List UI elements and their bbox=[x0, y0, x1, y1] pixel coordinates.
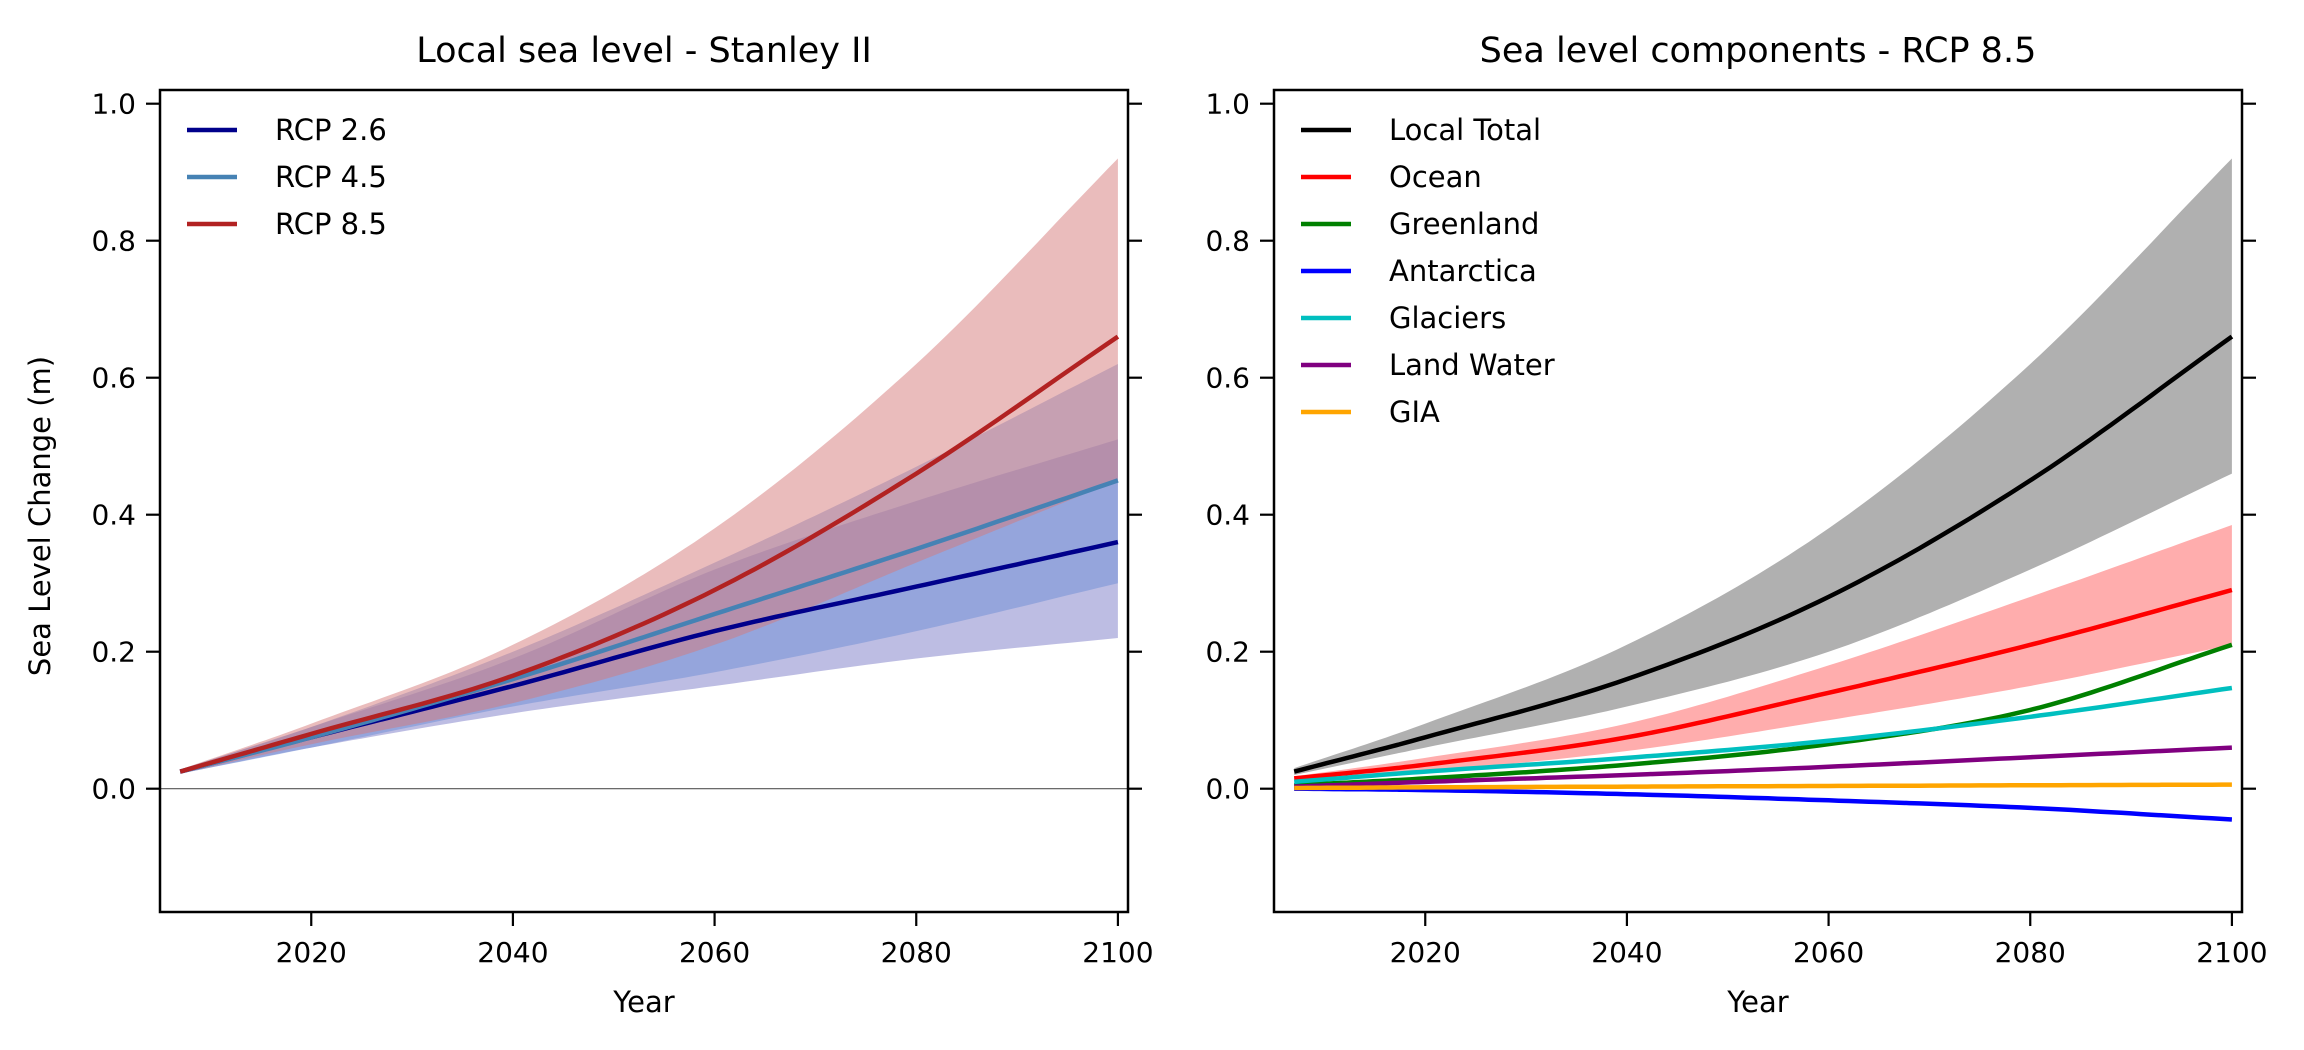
chart-title: Local sea level - Stanley II bbox=[416, 31, 872, 71]
series-line-3 bbox=[1294, 642, 2233, 788]
legend-label: Greenland bbox=[1389, 207, 1539, 241]
y-tick-label: 0.2 bbox=[1205, 636, 1250, 669]
chart-panel-2: 2020 2040 2060 2080 2100 0.0 0.2 0.4 0.6 0.8 1.0 Se… bbox=[1205, 31, 2267, 1019]
y-tick-label: 1.0 bbox=[1205, 88, 1250, 121]
x-axis-label: Year bbox=[1726, 985, 1788, 1019]
legend-label: Glaciers bbox=[1389, 301, 1506, 335]
y-tick-label: 0.6 bbox=[91, 362, 136, 395]
axes-frame bbox=[158, 88, 1130, 914]
legend: RCP 2.6 RCP 4.5 RCP 8.5 bbox=[187, 113, 387, 241]
series-line-4 bbox=[1294, 786, 2233, 822]
x-tick-label: 2060 bbox=[679, 936, 750, 969]
axes-frame bbox=[1272, 88, 2244, 914]
y-tick-label: 0.8 bbox=[1205, 225, 1250, 258]
y-tick-label: 0.4 bbox=[91, 499, 136, 532]
x-tick-label: 2100 bbox=[1082, 936, 1153, 969]
series-line-7 bbox=[1294, 782, 2232, 791]
y-tick-label: 0.0 bbox=[1205, 773, 1250, 806]
legend: Local Total Ocean Greenland Antarctica Glaci… bbox=[1301, 113, 1555, 429]
y-tick-label: 0.2 bbox=[91, 636, 136, 669]
x-tick-label: 2040 bbox=[477, 936, 548, 969]
x-tick-label: 2020 bbox=[1390, 936, 1461, 969]
legend-label: RCP 4.5 bbox=[275, 160, 387, 194]
plot-area bbox=[160, 158, 1128, 790]
series-line-6 bbox=[1294, 745, 2233, 789]
band-2 bbox=[180, 364, 1118, 774]
x-tick-label: 2020 bbox=[276, 936, 347, 969]
legend-label: Ocean bbox=[1389, 160, 1482, 194]
legend-label: Land Water bbox=[1389, 348, 1555, 382]
y-tick-label: 1.0 bbox=[91, 88, 136, 121]
legend-label: Local Total bbox=[1389, 113, 1541, 147]
chart-title: Sea level components - RCP 8.5 bbox=[1480, 31, 2037, 71]
x-tick-label: 2100 bbox=[2196, 936, 2267, 969]
y-axis-label: Sea Level Change (m) bbox=[23, 356, 57, 676]
series-line-1 bbox=[1293, 334, 2234, 774]
band-2 bbox=[1294, 525, 2232, 781]
y-tick-label: 0.6 bbox=[1205, 362, 1250, 395]
legend-label: Antarctica bbox=[1389, 254, 1537, 288]
chart-panel-1: 2020 2040 2060 2080 2100 0.0 0.2 0.4 0.6 0.8 1.0 Lo… bbox=[23, 31, 1154, 1019]
x-tick-label: 2040 bbox=[1591, 936, 1662, 969]
band-1 bbox=[1294, 158, 2232, 775]
x-tick-label: 2080 bbox=[881, 936, 952, 969]
x-axis-label: Year bbox=[612, 985, 674, 1019]
series-line-3 bbox=[179, 334, 1120, 774]
legend-label: GIA bbox=[1389, 395, 1440, 429]
y-tick-label: 0.0 bbox=[91, 773, 136, 806]
x-tick-label: 2080 bbox=[1995, 936, 2066, 969]
series-line-2 bbox=[179, 478, 1119, 774]
legend-label: RCP 2.6 bbox=[275, 113, 387, 147]
y-tick-label: 0.4 bbox=[1205, 499, 1250, 532]
y-tick-label: 0.8 bbox=[91, 225, 136, 258]
legend-label: RCP 8.5 bbox=[275, 207, 387, 241]
series-line-5 bbox=[1293, 685, 2233, 785]
plot-area bbox=[1293, 158, 2234, 822]
series-line-2 bbox=[1293, 587, 2233, 781]
x-tick-label: 2060 bbox=[1793, 936, 1864, 969]
